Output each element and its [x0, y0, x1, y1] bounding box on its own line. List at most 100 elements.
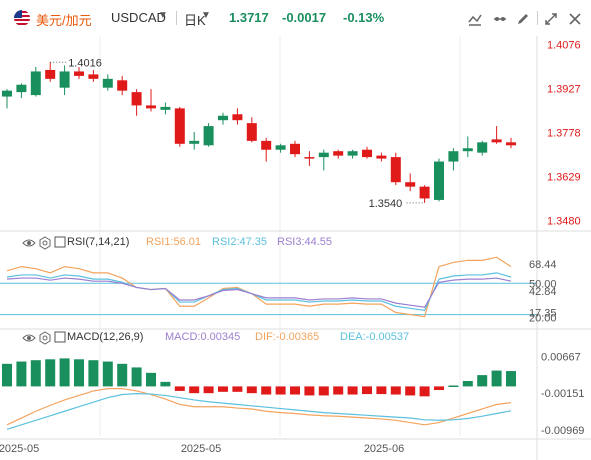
- dif-value: DIF:-0.00365: [255, 331, 320, 343]
- macd-histogram-bar: [261, 386, 272, 395]
- candle-body: [189, 140, 200, 144]
- candle-body: [405, 182, 416, 187]
- candle-body: [30, 71, 41, 96]
- candle-body: [506, 142, 516, 146]
- close-icon[interactable]: [567, 11, 583, 27]
- candle-body: [16, 84, 27, 93]
- price-axis: 1.4076 1.3927 1.3778 1.3629 1.3480 2025-05 202…: [0, 40, 581, 455]
- date-tick-label: 2025-05: [0, 443, 39, 455]
- period-selector[interactable]: 日K: [184, 13, 206, 28]
- symbol-code[interactable]: USDCAD: [111, 10, 166, 25]
- grid-lines: [0, 36, 591, 460]
- candle-body: [491, 139, 502, 143]
- macd-histogram-bar: [491, 370, 502, 387]
- last-price: 1.3717: [229, 10, 269, 25]
- candle-body: [218, 115, 228, 121]
- macd-histogram-bar: [117, 363, 128, 387]
- candle-body: [462, 148, 473, 152]
- macd-tick-label: -0.00151: [541, 388, 584, 400]
- price-tick-label: 1.3480: [547, 216, 581, 228]
- candle-body: [74, 71, 84, 76]
- macd-histogram-bar: [203, 386, 214, 394]
- candle-body: [88, 74, 99, 79]
- candle-body: [419, 186, 430, 199]
- pencil-icon[interactable]: [515, 11, 531, 27]
- price-tick-label: 1.3927: [547, 84, 581, 96]
- candle-body: [131, 92, 142, 106]
- rsi2-value: RSI2:47.35: [212, 236, 268, 248]
- draw-icon[interactable]: [467, 11, 483, 27]
- dea-value: DEA:-0.00537: [340, 331, 410, 343]
- candle-body: [477, 142, 488, 153]
- macd-tick-label: -0.00969: [541, 425, 584, 437]
- candle-body: [102, 78, 113, 88]
- candle-body: [117, 80, 128, 91]
- macd-histogram-bar: [131, 367, 142, 387]
- macd-histogram-bar: [290, 386, 300, 395]
- macd-histogram-bar: [506, 371, 516, 387]
- rsi-tick-label: 42.84: [529, 286, 557, 298]
- candles: [2, 62, 516, 203]
- macd-histogram-bar: [333, 386, 344, 395]
- rsi3-line: [6, 277, 512, 308]
- date-tick-label: 2025-06: [364, 443, 404, 455]
- candle-body: [434, 161, 444, 200]
- divider: [176, 11, 177, 25]
- macd-panel: 0.00667 -0.00151 -0.00969: [2, 351, 584, 437]
- macd-histogram-bar: [275, 386, 286, 395]
- divider: [537, 11, 538, 25]
- candle-body: [45, 69, 56, 79]
- annotations: 1.4016 1.3540: [50, 57, 425, 210]
- high-price-label: 1.4016: [68, 57, 102, 69]
- chart-header: 美元/加元 USDCAD ▼ 日K ▼ 1.3717 -0.0017 -0.13…: [0, 0, 591, 36]
- macd-label: MACD(12,26,9): [67, 331, 144, 343]
- macd-histogram-bar: [16, 361, 27, 387]
- price-tick-label: 1.3629: [547, 172, 581, 184]
- rsi-tick-label: 68.44: [529, 259, 557, 271]
- macd-histogram-bar: [246, 386, 257, 394]
- candle-body: [146, 105, 156, 109]
- candle-body: [203, 126, 214, 146]
- candle-body: [290, 143, 300, 155]
- macd-tick-label: 0.00667: [541, 351, 581, 363]
- macd-value: MACD:0.00345: [165, 331, 241, 343]
- candle-body: [362, 149, 372, 158]
- chevron-down-icon[interactable]: ▼: [158, 10, 168, 21]
- dif-line: [6, 388, 512, 426]
- candle-body: [347, 151, 358, 156]
- rsi3-value: RSI3:44.55: [277, 236, 333, 248]
- expand-icon[interactable]: [543, 11, 559, 27]
- macd-histogram-bar: [390, 386, 401, 395]
- symbol-name[interactable]: 美元/加元: [36, 13, 92, 28]
- candle-body: [246, 123, 257, 141]
- candle-body: [261, 140, 272, 150]
- macd-histogram-bar: [45, 359, 56, 387]
- us-flag-icon: [14, 10, 30, 26]
- candle-body: [59, 71, 70, 88]
- macd-histogram-bar: [59, 358, 70, 387]
- indicator-icon[interactable]: [492, 11, 508, 27]
- rsi2-line: [6, 272, 512, 312]
- macd-histogram-bar: [88, 360, 99, 387]
- macd-histogram-bar: [174, 386, 185, 391]
- dea-line: [6, 393, 512, 430]
- candle-body: [318, 152, 329, 158]
- macd-histogram-bar: [146, 372, 156, 387]
- macd-histogram-bar: [304, 386, 315, 396]
- macd-histogram-bar: [448, 385, 459, 387]
- macd-histogram-bar: [189, 386, 200, 394]
- candle-body: [232, 114, 243, 121]
- macd-histogram-bar: [462, 380, 473, 387]
- price-tick-label: 1.4076: [547, 40, 581, 52]
- macd-histogram-bar: [74, 359, 84, 387]
- chevron-down-icon[interactable]: ▼: [201, 10, 211, 21]
- price-tick-label: 1.3778: [547, 128, 581, 140]
- low-price-label: 1.3540: [369, 198, 403, 210]
- macd-histogram-bar: [419, 386, 430, 397]
- rsi1-line: [6, 256, 512, 318]
- candle-body: [2, 90, 12, 97]
- macd-histogram-bar: [318, 386, 329, 396]
- candle-body: [333, 151, 344, 156]
